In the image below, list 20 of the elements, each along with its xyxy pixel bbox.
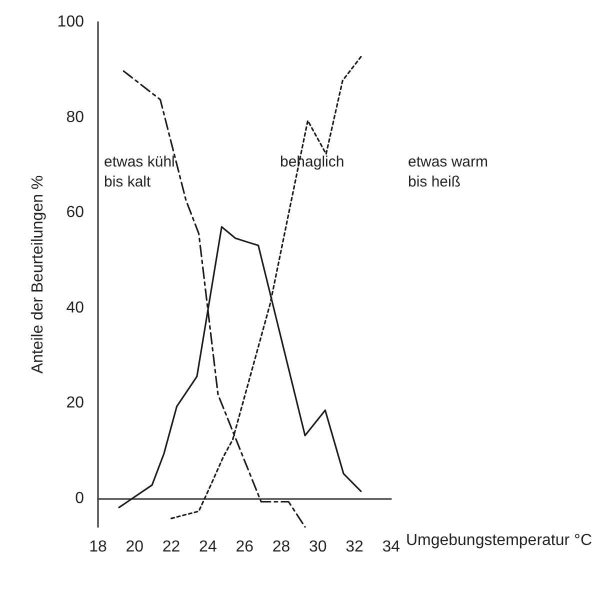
y-tick-label: 40 — [66, 299, 84, 316]
x-axis-title: Umgebungstemperatur °C — [406, 532, 592, 549]
y-tick-label: 20 — [66, 394, 84, 412]
x-tick-label: 22 — [162, 538, 180, 556]
annotation: etwas kühl bis kalt — [104, 154, 175, 190]
x-tick-label: 26 — [236, 538, 254, 556]
y-axis-title: Anteile der Beurteilungen % — [30, 175, 46, 374]
x-tick-label: 32 — [346, 538, 364, 556]
x-tick-label: 24 — [199, 538, 217, 556]
y-tick-label: 0 — [75, 490, 84, 507]
annotation: behaglich — [280, 154, 344, 170]
x-tick-label: 18 — [89, 538, 107, 556]
y-tick-label: 100 — [57, 14, 84, 30]
text: etwas warm bis heiß — [408, 154, 488, 190]
x-tick-label: 30 — [308, 538, 327, 556]
x-tick-label: 28 — [272, 538, 290, 556]
x-tick-label: 34 — [382, 538, 400, 556]
y-tick-label: 60 — [66, 204, 84, 222]
x-tick-label: 20 — [126, 538, 144, 556]
y-tick-label: 80 — [66, 108, 84, 126]
